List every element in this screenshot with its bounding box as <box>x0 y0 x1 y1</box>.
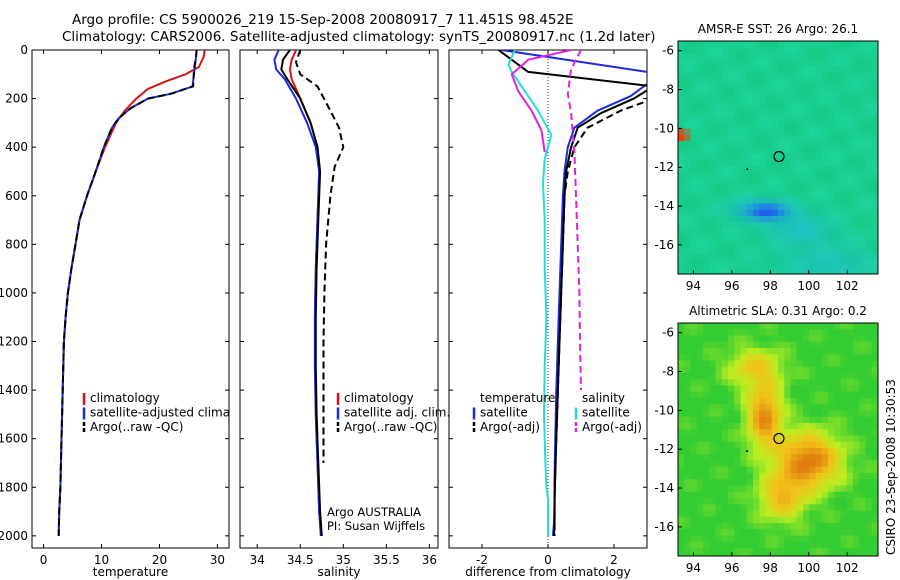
series-line <box>295 50 345 463</box>
figure-title-line1: Argo profile: CS 5900026_219 15-Sep-2008… <box>72 12 574 28</box>
sla-map: Altimetric SLA: 0.31 Argo: 0.2 94 96 98 100 1… <box>654 304 879 575</box>
x-axis-label: temperature <box>93 565 168 579</box>
x-tick-label: 0 <box>544 553 552 567</box>
y-tick-label: 1200 <box>0 335 28 349</box>
profile-panel-2: 34 34.5 35 35.5 36 salinity <box>239 49 439 579</box>
legend-label: satellite-adjusted climatology <box>90 406 268 420</box>
legend-label: satellite <box>480 406 528 420</box>
legend-label: satellite adj. clim. <box>344 406 450 420</box>
map-y-tick-label: -10 <box>654 121 674 135</box>
x-tick-label: 34.5 <box>287 553 314 567</box>
y-tick-label: 1400 <box>0 383 28 397</box>
map-y-tick-label: -6 <box>662 326 674 340</box>
plot-frame <box>31 49 230 549</box>
legend-label: temperature <box>480 391 555 405</box>
map-title: Altimetric SLA: 0.31 Argo: 0.2 <box>689 304 867 318</box>
legend-label: Argo(-adj) <box>582 420 642 434</box>
y-tick-label: 1600 <box>0 432 28 446</box>
float-position-marker <box>773 150 785 163</box>
credit-line1: Argo AUSTRALIA <box>327 505 421 519</box>
y-tick-label: 1800 <box>0 480 28 494</box>
legend-label: satellite <box>582 406 630 420</box>
x-axis-label: difference from climatology <box>465 565 631 579</box>
map-x-tick-label: 102 <box>836 561 859 575</box>
x-tick-label: 20 <box>152 553 167 567</box>
y-tick-label: 400 <box>5 140 28 154</box>
map-y-tick-label: -16 <box>654 238 674 252</box>
y-tick-label: 800 <box>5 237 28 251</box>
x-tick-label: 34 <box>250 553 265 567</box>
x-axis-label: salinity <box>317 565 360 579</box>
credit-line2: PI: Susan Wijffels <box>327 519 425 533</box>
map-y-tick-label: -8 <box>662 83 674 97</box>
map-frame <box>677 40 879 275</box>
map-field <box>678 41 878 274</box>
series-line <box>510 50 572 153</box>
map-y-tick-label: -12 <box>654 160 674 174</box>
track-point-marker <box>746 450 749 453</box>
legend-label: Argo(-adj) <box>480 420 540 434</box>
map-y-tick-label: -12 <box>654 442 674 456</box>
x-tick-label: 36 <box>422 553 437 567</box>
figure-title-line2: Climatology: CARS2006. Satellite-adjuste… <box>62 29 656 45</box>
profile-panel-1: 0 10 20 30 0 200 400 600 800 1000 1200 1400 1600 1800… <box>0 43 230 579</box>
x-tick-label: -2 <box>476 553 488 567</box>
map-x-tick-label: 96 <box>724 279 739 293</box>
y-tick-label: 600 <box>5 189 28 203</box>
legend-label: Argo(..raw -QC) <box>90 420 183 434</box>
x-tick-label: 35.5 <box>373 553 400 567</box>
x-tick-label: 35 <box>336 553 351 567</box>
map-x-tick-label: 98 <box>763 561 778 575</box>
map-y-tick-label: -14 <box>654 481 674 495</box>
map-y-tick-label: -8 <box>662 365 674 379</box>
map-x-tick-label: 98 <box>763 279 778 293</box>
y-tick-label: 2000 <box>0 529 28 543</box>
sst-map: AMSR-E SST: 26 Argo: 26.1 94 96 98 100 102 -6 -… <box>654 22 879 293</box>
y-tick-label: 0 <box>20 43 28 57</box>
legend-label: salinity <box>582 391 625 405</box>
float-position-marker <box>773 432 785 445</box>
series-line <box>566 50 582 391</box>
y-tick-label: 1000 <box>0 286 28 300</box>
legend-label: climatology <box>344 391 414 405</box>
series-line <box>507 50 553 536</box>
map-frame <box>677 322 879 557</box>
x-tick-label: 2 <box>610 553 618 567</box>
map-x-tick-label: 100 <box>797 279 820 293</box>
map-x-tick-label: 94 <box>686 561 701 575</box>
plot-frame <box>239 49 439 549</box>
legend-label: Argo(..raw -QC) <box>344 420 437 434</box>
map-y-tick-label: -6 <box>662 44 674 58</box>
track-point-marker <box>746 168 749 171</box>
map-x-tick-label: 96 <box>724 561 739 575</box>
map-title: AMSR-E SST: 26 Argo: 26.1 <box>698 22 858 36</box>
map-y-tick-label: -14 <box>654 199 674 213</box>
y-tick-label: 200 <box>5 92 28 106</box>
series-line <box>553 99 647 536</box>
x-tick-label: 10 <box>94 553 109 567</box>
map-y-tick-label: -16 <box>654 520 674 534</box>
map-field <box>678 323 878 556</box>
series-line <box>280 50 323 536</box>
map-x-tick-label: 102 <box>836 279 859 293</box>
x-tick-label: 30 <box>210 553 225 567</box>
map-x-tick-label: 94 <box>686 279 701 293</box>
series-line <box>57 50 198 536</box>
side-timestamp-label: CSIRO 23-Sep-2008 10:30:53 <box>884 379 898 555</box>
legend-label: climatology <box>90 391 160 405</box>
map-x-tick-label: 100 <box>797 561 820 575</box>
x-tick-label: 0 <box>40 553 48 567</box>
map-y-tick-label: -10 <box>654 403 674 417</box>
